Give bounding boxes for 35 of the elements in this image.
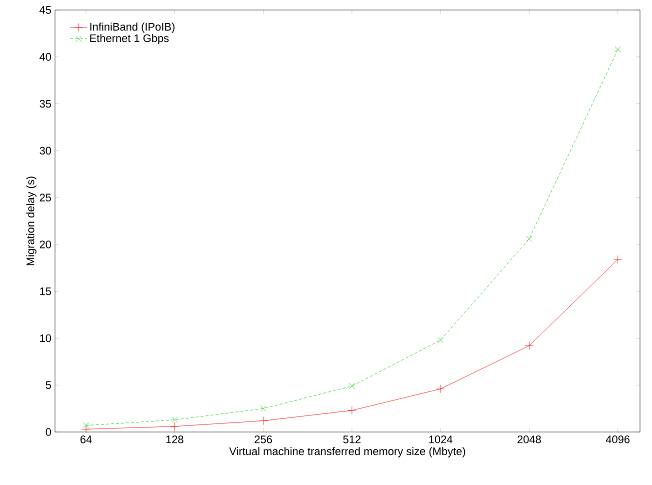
x-tick-label: 128 [166, 436, 184, 444]
point [259, 416, 268, 425]
x-tick-label: 2048 [518, 436, 541, 444]
y-tick-label: 45 [40, 6, 52, 14]
x-tick-label: 256 [254, 436, 272, 444]
x-tick-label: 64 [80, 436, 92, 444]
point [170, 422, 179, 431]
y-tick-label: 5 [46, 381, 52, 389]
point [348, 406, 356, 415]
point [526, 236, 532, 242]
point [260, 406, 266, 412]
x-tick-label: 512 [343, 436, 361, 444]
y-tick-label: 30 [40, 146, 52, 155]
y-tick-label: 40 [40, 53, 52, 61]
legend-label: Ethernet 1 Gbps [90, 34, 169, 44]
point [82, 424, 90, 434]
point [525, 342, 534, 350]
y-axis-title: Migration delay (s) [26, 176, 36, 266]
point [82, 422, 90, 428]
x-tick-label: 1024 [429, 436, 452, 444]
y-tick-label: 20 [40, 240, 52, 248]
point [172, 416, 178, 423]
point [438, 337, 444, 344]
point [436, 384, 445, 394]
point [348, 383, 355, 390]
x-tick-label: 4096 [606, 436, 630, 444]
y-tick-label: 15 [40, 288, 52, 296]
y-tick-label: 0 [46, 428, 52, 436]
point [614, 255, 622, 264]
y-tick-label: 10 [40, 334, 52, 342]
x-axis-title: Virtual machine transferred memory size (Mbyte) [229, 447, 466, 458]
y-tick-label: 25 [40, 194, 52, 202]
legend-label: InfiniBand (IPoIB) [90, 22, 174, 33]
point [614, 46, 621, 52]
y-tick-label: 35 [40, 100, 52, 108]
